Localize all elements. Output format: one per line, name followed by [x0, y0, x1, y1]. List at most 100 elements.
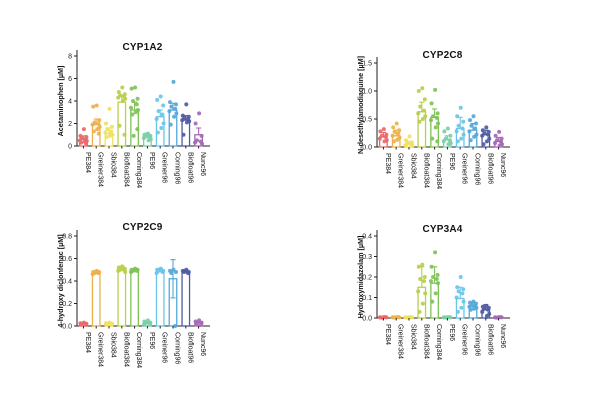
data-point: [129, 86, 134, 91]
x-category-label: Biofloat384: [122, 332, 129, 367]
y-ticks: 0.0 0.5 1.0 1.5: [362, 61, 377, 152]
x-category-label: Nunc96: [199, 152, 206, 176]
x-category-label: PE96: [148, 332, 155, 349]
scatter-points: [77, 127, 89, 146]
data-point: [104, 135, 109, 139]
data-point: [420, 301, 425, 306]
data-point: [160, 112, 165, 117]
data-point: [161, 103, 166, 108]
data-point: [431, 114, 435, 119]
data-point: [481, 142, 486, 147]
category-sbio384: Sbio384: [403, 315, 417, 350]
data-point: [129, 105, 133, 110]
data-point: [430, 299, 435, 304]
data-point: [454, 129, 459, 134]
data-point: [184, 102, 189, 107]
y-tick-label: 0.1: [362, 295, 372, 302]
data-point: [156, 109, 161, 114]
x-category-label: Corning96: [174, 152, 181, 184]
data-point: [182, 270, 187, 274]
data-point: [471, 114, 476, 119]
scatter-points: [467, 299, 479, 312]
data-point: [441, 139, 446, 144]
data-point: [109, 129, 114, 134]
data-point: [417, 309, 422, 314]
x-category-label: Nunc96: [499, 324, 506, 348]
category-corning96: Corning96: [167, 79, 181, 184]
data-point: [498, 315, 503, 320]
category-sbio384: Sbio384: [103, 106, 117, 178]
data-point: [410, 143, 415, 148]
data-point: [396, 315, 401, 320]
category-pe384: PE384: [78, 320, 91, 353]
data-point: [395, 137, 400, 142]
x-category-label: Biofloat384: [422, 324, 429, 359]
data-point: [130, 112, 135, 117]
data-point: [105, 322, 110, 327]
data-point: [469, 123, 474, 128]
data-point: [455, 285, 460, 290]
x-category-label: Corning384: [135, 152, 142, 188]
scatter-points: [116, 264, 128, 274]
data-point: [193, 140, 197, 145]
data-point: [146, 138, 151, 143]
x-category-label: Sbio384: [110, 152, 117, 178]
y-tick-label: 2: [68, 121, 72, 128]
y-ticks: 0.0 0.2 0.4 0.6 0.8: [62, 234, 77, 331]
data-point: [198, 322, 203, 327]
scatter-points: [441, 126, 453, 147]
data-point: [104, 121, 108, 126]
scatter-points: [78, 320, 89, 327]
y-tick-label: 1.0: [362, 89, 372, 96]
data-point: [445, 126, 450, 131]
data-point: [431, 275, 435, 279]
scatter-points: [454, 275, 466, 314]
chart-cyp1a2: CYP1A2 0 2 4 6 8 Acetaminophen [µM] PE384 Grein…: [30, 34, 286, 202]
data-point: [173, 324, 178, 328]
data-point: [422, 108, 426, 113]
data-point: [416, 264, 421, 269]
data-point: [96, 121, 101, 126]
y-tick-label: 6: [68, 76, 72, 83]
data-point: [455, 139, 460, 144]
scatter-points: [154, 94, 166, 135]
data-point: [433, 87, 438, 92]
data-point: [416, 89, 421, 93]
y-tick-label: 0.4: [62, 279, 72, 286]
x-category-label: Biofloat384: [122, 152, 129, 187]
category-pe96: PE96: [441, 315, 455, 341]
data-point: [392, 129, 397, 134]
data-point: [482, 306, 487, 311]
data-point: [84, 141, 89, 146]
data-point: [141, 322, 146, 327]
y-tick-label: 8: [68, 54, 72, 61]
category-greiner384: Greiner384: [390, 121, 404, 188]
data-point: [429, 264, 434, 269]
y-axis-label: Hydroxymidazolam [µM]: [356, 236, 365, 319]
y-ticks: 0.0 0.1 0.2 0.3 0.4: [362, 234, 377, 323]
y-tick-label: 0.2: [62, 301, 72, 308]
x-category-label: PE384: [84, 332, 91, 353]
data-point: [154, 271, 159, 276]
data-point: [174, 111, 179, 116]
data-point: [108, 133, 113, 138]
data-point: [446, 142, 451, 147]
data-point: [430, 136, 435, 141]
data-point: [461, 299, 466, 304]
data-point: [379, 133, 384, 138]
data-point: [79, 140, 84, 145]
data-point: [81, 127, 86, 132]
data-point: [420, 262, 425, 267]
y-tick-label: 0.2: [362, 275, 372, 282]
error-bar: [196, 127, 202, 135]
data-point: [193, 121, 198, 126]
data-point: [474, 121, 478, 126]
data-point: [486, 307, 490, 312]
data-point: [79, 322, 84, 327]
data-point: [404, 138, 408, 143]
data-point: [417, 119, 422, 124]
category-nunc96: Nunc96: [493, 129, 506, 177]
x-category-label: Biofloat384: [422, 153, 429, 188]
data-point: [480, 133, 485, 138]
data-point: [103, 130, 108, 135]
